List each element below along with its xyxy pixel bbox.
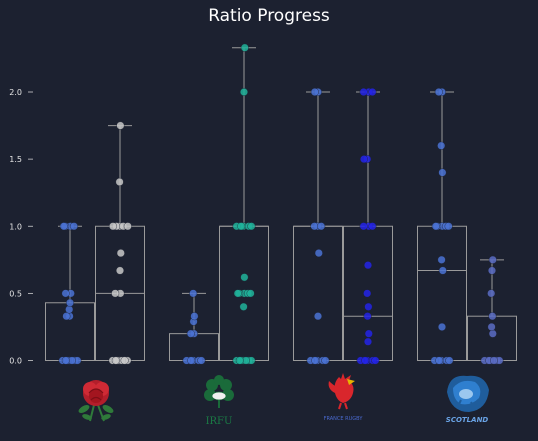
france-rugby-rooster-logo: FRANCE RUGBY xyxy=(324,373,364,422)
irfu-logo-text: IRFU xyxy=(206,416,233,427)
y-axis: 0.0 0.5 1.0 1.5 2.0 xyxy=(9,88,33,366)
data-point xyxy=(61,356,70,365)
data-point xyxy=(187,356,196,365)
data-point xyxy=(59,222,68,231)
data-point xyxy=(186,329,195,338)
data-point xyxy=(235,356,244,365)
data-point xyxy=(363,289,372,298)
data-point xyxy=(189,289,198,298)
data-point xyxy=(239,87,248,96)
data-point xyxy=(317,222,326,231)
data-point xyxy=(490,356,499,365)
data-point xyxy=(111,356,120,365)
data-point xyxy=(65,305,74,314)
data-point xyxy=(197,356,206,365)
data-point xyxy=(445,356,454,365)
data-point xyxy=(364,337,373,346)
data-point xyxy=(438,168,447,177)
data-point xyxy=(434,87,443,96)
irfu-shamrock-logo: IRFU xyxy=(204,375,234,427)
y-tick-label: 2.0 xyxy=(9,88,22,97)
y-tick-label: 1.5 xyxy=(9,155,22,164)
data-point xyxy=(488,329,497,338)
data-point xyxy=(237,222,246,231)
data-point xyxy=(438,266,447,275)
data-point xyxy=(321,356,330,365)
data-point xyxy=(431,222,440,231)
data-point xyxy=(314,249,323,258)
data-point xyxy=(361,356,370,365)
data-point xyxy=(115,266,124,275)
scotland-logo-text: SCOTLAND xyxy=(446,416,489,424)
data-point xyxy=(364,329,373,338)
data-point xyxy=(364,261,373,270)
points-layer xyxy=(58,43,504,365)
data-point xyxy=(108,222,117,231)
data-point xyxy=(310,87,319,96)
data-point xyxy=(115,177,124,186)
boxes-layer xyxy=(45,47,517,362)
data-point xyxy=(62,312,71,321)
data-point xyxy=(247,222,256,231)
data-point xyxy=(364,302,373,311)
chart-title: Ratio Progress xyxy=(208,6,330,26)
box xyxy=(417,225,467,361)
data-point xyxy=(363,312,372,321)
data-point xyxy=(310,222,319,231)
data-point xyxy=(359,222,368,231)
data-point xyxy=(444,222,453,231)
data-point xyxy=(65,298,74,307)
data-point xyxy=(116,121,125,130)
data-point xyxy=(311,356,320,365)
y-tick-label: 1.0 xyxy=(9,222,22,231)
data-point xyxy=(246,289,255,298)
data-point xyxy=(488,312,497,321)
data-point xyxy=(487,289,496,298)
data-point xyxy=(368,87,377,96)
data-point xyxy=(123,222,132,231)
data-point xyxy=(69,222,78,231)
data-point xyxy=(314,312,323,321)
data-point xyxy=(239,302,248,311)
data-point xyxy=(240,43,249,52)
y-tick-label: 0.0 xyxy=(9,357,22,366)
data-point xyxy=(487,322,496,331)
data-point xyxy=(61,289,70,298)
data-point xyxy=(488,255,497,264)
data-point xyxy=(116,249,125,258)
data-point xyxy=(240,273,249,282)
data-point xyxy=(437,141,446,150)
data-point xyxy=(437,255,446,264)
data-point xyxy=(111,289,120,298)
box xyxy=(293,225,343,361)
data-point xyxy=(371,356,380,365)
data-point xyxy=(368,222,377,231)
data-point xyxy=(359,87,368,96)
data-point xyxy=(190,312,199,321)
y-tick-label: 0.5 xyxy=(9,289,22,298)
data-point xyxy=(435,356,444,365)
data-point xyxy=(120,356,129,365)
england-rose-logo xyxy=(78,380,114,422)
data-point xyxy=(488,266,497,275)
data-point xyxy=(360,155,369,164)
scotland-thistle-logo: SCOTLAND xyxy=(446,375,489,424)
box xyxy=(467,315,517,362)
data-point xyxy=(233,289,242,298)
france-logo-text: FRANCE RUGBY xyxy=(324,416,364,422)
box xyxy=(169,333,219,361)
data-point xyxy=(438,322,447,331)
